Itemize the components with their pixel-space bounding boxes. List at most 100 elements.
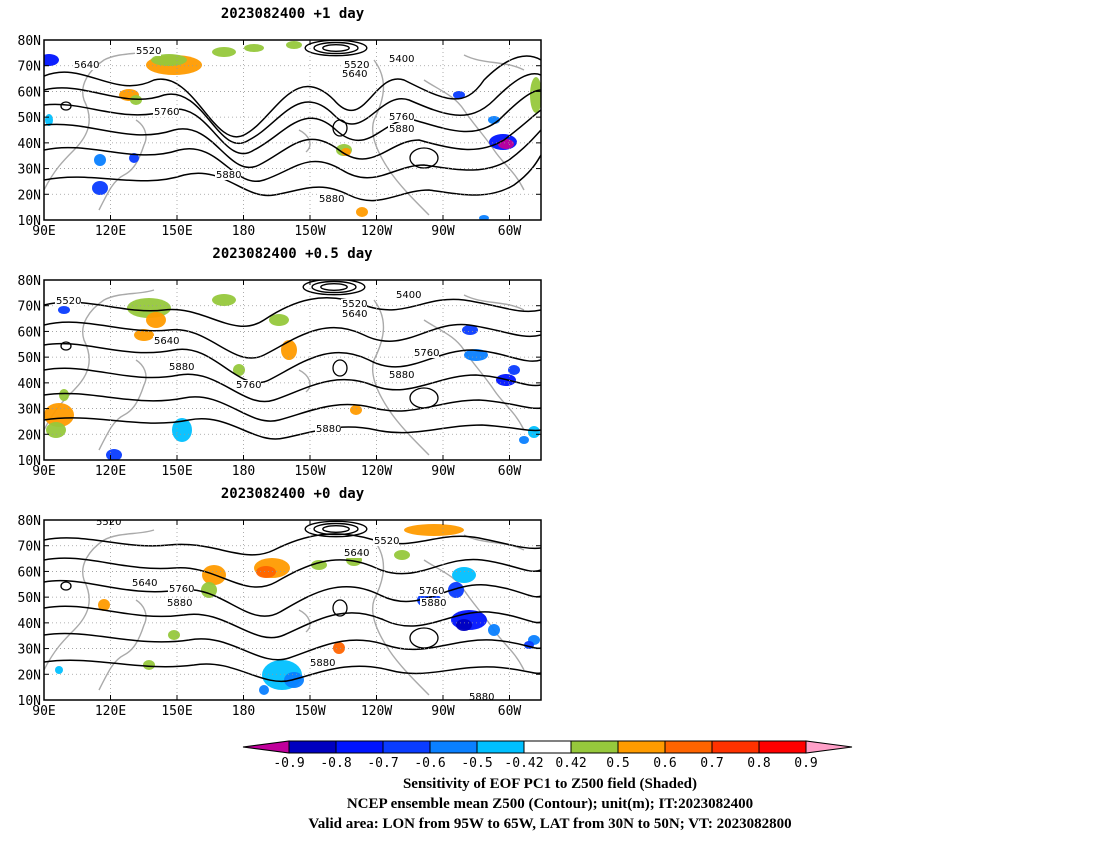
polar-low-contour-3-3 (322, 524, 350, 533)
colorbar-label-9: 0.6 (653, 756, 676, 771)
sensitivity-shade-3-17 (448, 582, 464, 598)
colorbar-segment-6 (523, 740, 572, 754)
sensitivity-shade-2-9 (46, 422, 66, 438)
z500-contour-1-3 (44, 89, 541, 155)
sensitivity-shade-3-23 (55, 666, 63, 674)
sensitivity-shade-2-14 (508, 365, 520, 375)
sensitivity-shade-2-10 (59, 389, 69, 401)
sensitivity-shade-2-15 (464, 349, 488, 361)
sensitivity-shade-2-16 (462, 325, 478, 335)
small-closed-contour-c-3 (409, 627, 439, 649)
contour-label-bg-2-9 (388, 370, 414, 380)
sensitivity-shade-3-5 (311, 560, 327, 570)
ytick-label-3-2: 60N (18, 565, 41, 580)
contour-label-2-4: 5400 (396, 290, 421, 301)
coastline-3-6 (298, 609, 311, 633)
sensitivity-shade-1-20 (479, 215, 489, 220)
contour-label-bg-1-3 (343, 60, 369, 70)
contour-label-bg-2-6 (168, 362, 194, 372)
panel-title-1: 2023082400 +1 day (220, 6, 365, 22)
z500-contour-2-2 (44, 321, 541, 359)
contour-label-3-8: 5880 (421, 598, 446, 609)
z500-contour-1-1 (44, 55, 541, 138)
coastline-3-2 (98, 599, 147, 691)
sensitivity-shade-2-17 (350, 405, 362, 415)
z500-contour-3-1 (44, 533, 541, 556)
contour-label-bg-1-7 (388, 112, 414, 122)
contour-label-3-4: 5640 (132, 578, 157, 589)
ytick-label-1-3: 50N (18, 111, 41, 126)
xtick-label-3-3: 180 (232, 704, 255, 719)
xtick-label-2-2: 150E (161, 464, 192, 479)
sensitivity-shade-3-18 (488, 624, 500, 636)
ytick-label-3-1: 70N (18, 540, 41, 555)
sensitivity-shade-2-4 (212, 294, 236, 306)
sensitivity-shade-3-15 (456, 619, 472, 631)
small-closed-contour-b-3 (332, 599, 348, 617)
z500-contour-1-5 (44, 129, 541, 183)
polar-low-contour-2-2 (311, 280, 357, 294)
ytick-label-1-4: 40N (18, 137, 41, 152)
contour-label-bg-3-10 (468, 692, 494, 700)
ytick-label-2-3: 50N (18, 351, 41, 366)
contour-label-2-8: 5760 (414, 348, 439, 359)
polar-low-contour-2-1 (302, 280, 366, 296)
coastline-2-6 (298, 369, 311, 393)
contour-label-2-2: 5520 (342, 299, 367, 310)
contour-label-bg-2-2 (341, 299, 367, 309)
sensitivity-shade-2-18 (528, 426, 540, 438)
contour-label-bg-2-7 (235, 380, 261, 390)
xtick-label-1-2: 150E (161, 224, 192, 239)
contour-label-bg-2-5 (153, 336, 179, 346)
coastline-1-2 (98, 119, 147, 211)
sensitivity-shade-2-8 (44, 403, 74, 427)
contour-label-bg-2-3 (341, 309, 367, 319)
contour-label-bg-1-6 (153, 107, 179, 117)
ytick-label-2-2: 60N (18, 325, 41, 340)
contour-label-bg-1-9 (215, 170, 241, 180)
contour-label-bg-2-1 (55, 296, 81, 306)
ytick-label-3-4: 40N (18, 617, 41, 632)
xtick-label-2-3: 180 (232, 464, 255, 479)
coastline-3-4 (423, 559, 525, 671)
z500-contour-2-6 (44, 417, 541, 440)
contour-label-2-6: 5880 (169, 362, 194, 373)
sensitivity-shade-3-12 (259, 685, 269, 695)
caption-line-3: Valid area: LON from 95W to 65W, LAT fro… (308, 816, 792, 832)
z500-contour-2-4 (44, 367, 541, 403)
ytick-label-2-4: 40N (18, 377, 41, 392)
contour-label-bg-3-9 (309, 658, 335, 668)
contour-label-3-2: 5520 (374, 536, 399, 547)
z500-contour-2-5 (44, 392, 541, 422)
sensitivity-shade-3-2 (201, 582, 217, 598)
sensitivity-shade-1-9 (341, 148, 351, 156)
ytick-label-1-0: 80N (18, 34, 41, 49)
contour-label-bg-1-5 (388, 54, 414, 64)
coastline-1-1 (44, 49, 155, 191)
polar-low-contour-3-2 (313, 522, 359, 536)
contour-label-1-9: 5880 (216, 170, 241, 181)
sensitivity-shade-1-7 (286, 41, 302, 49)
colorbar-left-arrow (242, 740, 290, 754)
z500-contour-3-5 (44, 632, 541, 661)
map-panel-3: 5520552056405640576058805760588058805880… (18, 514, 542, 719)
xtick-label-2-6: 90W (431, 464, 455, 479)
xtick-label-3-7: 60W (498, 704, 522, 719)
colorbar-segment-10 (711, 740, 760, 754)
colorbar-label-11: 0.8 (747, 756, 770, 771)
panel-title-3: 2023082400 +0 day (220, 486, 365, 502)
colorbar-label-4: -0.6 (414, 756, 445, 771)
contour-label-1-6: 5760 (154, 107, 179, 118)
z500-contour-3-2 (44, 557, 541, 588)
contour-label-3-6: 5880 (167, 598, 192, 609)
z500-contour-2-1 (44, 297, 541, 327)
contour-label-bg-3-4 (131, 578, 157, 588)
small-closed-contour-c-2 (409, 387, 439, 409)
xtick-label-3-2: 150E (161, 704, 192, 719)
colorbar-label-10: 0.7 (700, 756, 723, 771)
contour-label-bg-1-10 (318, 194, 344, 204)
contour-label-3-9: 5880 (310, 658, 335, 669)
